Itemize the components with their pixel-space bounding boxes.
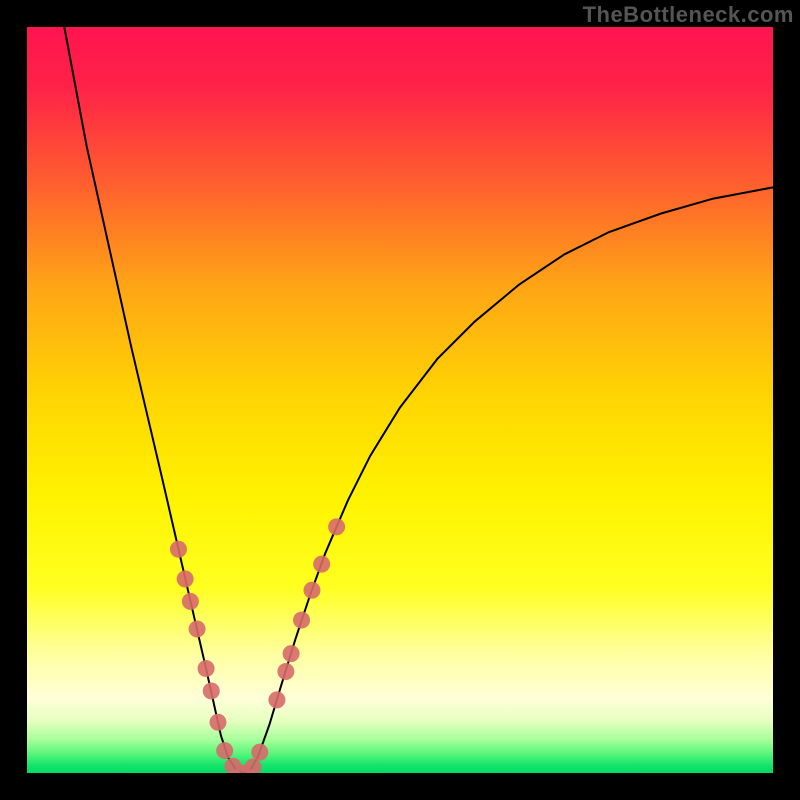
- data-marker: [328, 518, 345, 535]
- plot-area: [27, 27, 773, 773]
- data-marker: [203, 682, 220, 699]
- data-marker: [277, 663, 294, 680]
- data-marker: [313, 556, 330, 573]
- data-marker: [189, 621, 206, 638]
- data-marker: [170, 541, 187, 558]
- data-marker: [303, 582, 320, 599]
- data-marker: [177, 571, 194, 588]
- data-marker: [209, 714, 226, 731]
- plot-background: [27, 27, 773, 773]
- data-marker: [182, 593, 199, 610]
- data-marker: [283, 645, 300, 662]
- data-marker: [268, 691, 285, 708]
- data-marker: [251, 744, 268, 761]
- data-marker: [216, 742, 233, 759]
- plot-svg: [27, 27, 773, 773]
- watermark-text: TheBottleneck.com: [583, 2, 794, 28]
- data-marker: [198, 660, 215, 677]
- data-marker: [293, 612, 310, 629]
